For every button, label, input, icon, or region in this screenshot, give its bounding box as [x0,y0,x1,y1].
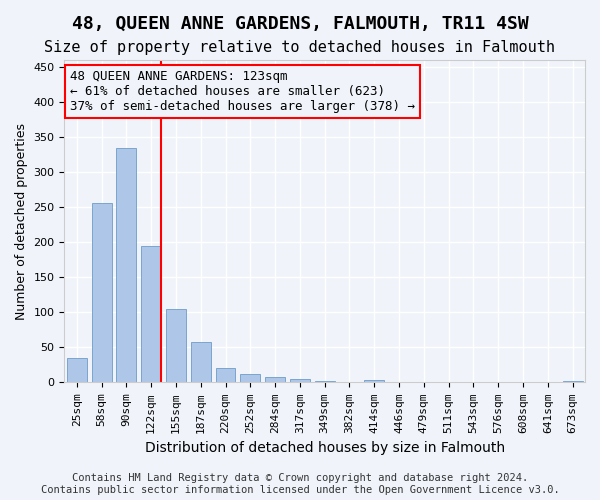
Bar [290,379,310,382]
Bar [364,380,384,382]
Text: Size of property relative to detached houses in Falmouth: Size of property relative to detached ho… [44,40,556,55]
Bar [116,148,136,382]
Bar [215,368,235,382]
X-axis label: Distribution of detached houses by size in Falmouth: Distribution of detached houses by size … [145,441,505,455]
Bar [141,246,161,382]
Bar [265,377,285,382]
Text: Contains HM Land Registry data © Crown copyright and database right 2024.
Contai: Contains HM Land Registry data © Crown c… [41,474,559,495]
Bar [563,381,583,382]
Bar [191,342,211,382]
Text: 48, QUEEN ANNE GARDENS, FALMOUTH, TR11 4SW: 48, QUEEN ANNE GARDENS, FALMOUTH, TR11 4… [71,15,529,33]
Bar [241,374,260,382]
Text: 48 QUEEN ANNE GARDENS: 123sqm
← 61% of detached houses are smaller (623)
37% of : 48 QUEEN ANNE GARDENS: 123sqm ← 61% of d… [70,70,415,112]
Bar [92,203,112,382]
Bar [67,358,87,382]
Bar [166,309,186,382]
Y-axis label: Number of detached properties: Number of detached properties [15,122,28,320]
Bar [315,381,335,382]
